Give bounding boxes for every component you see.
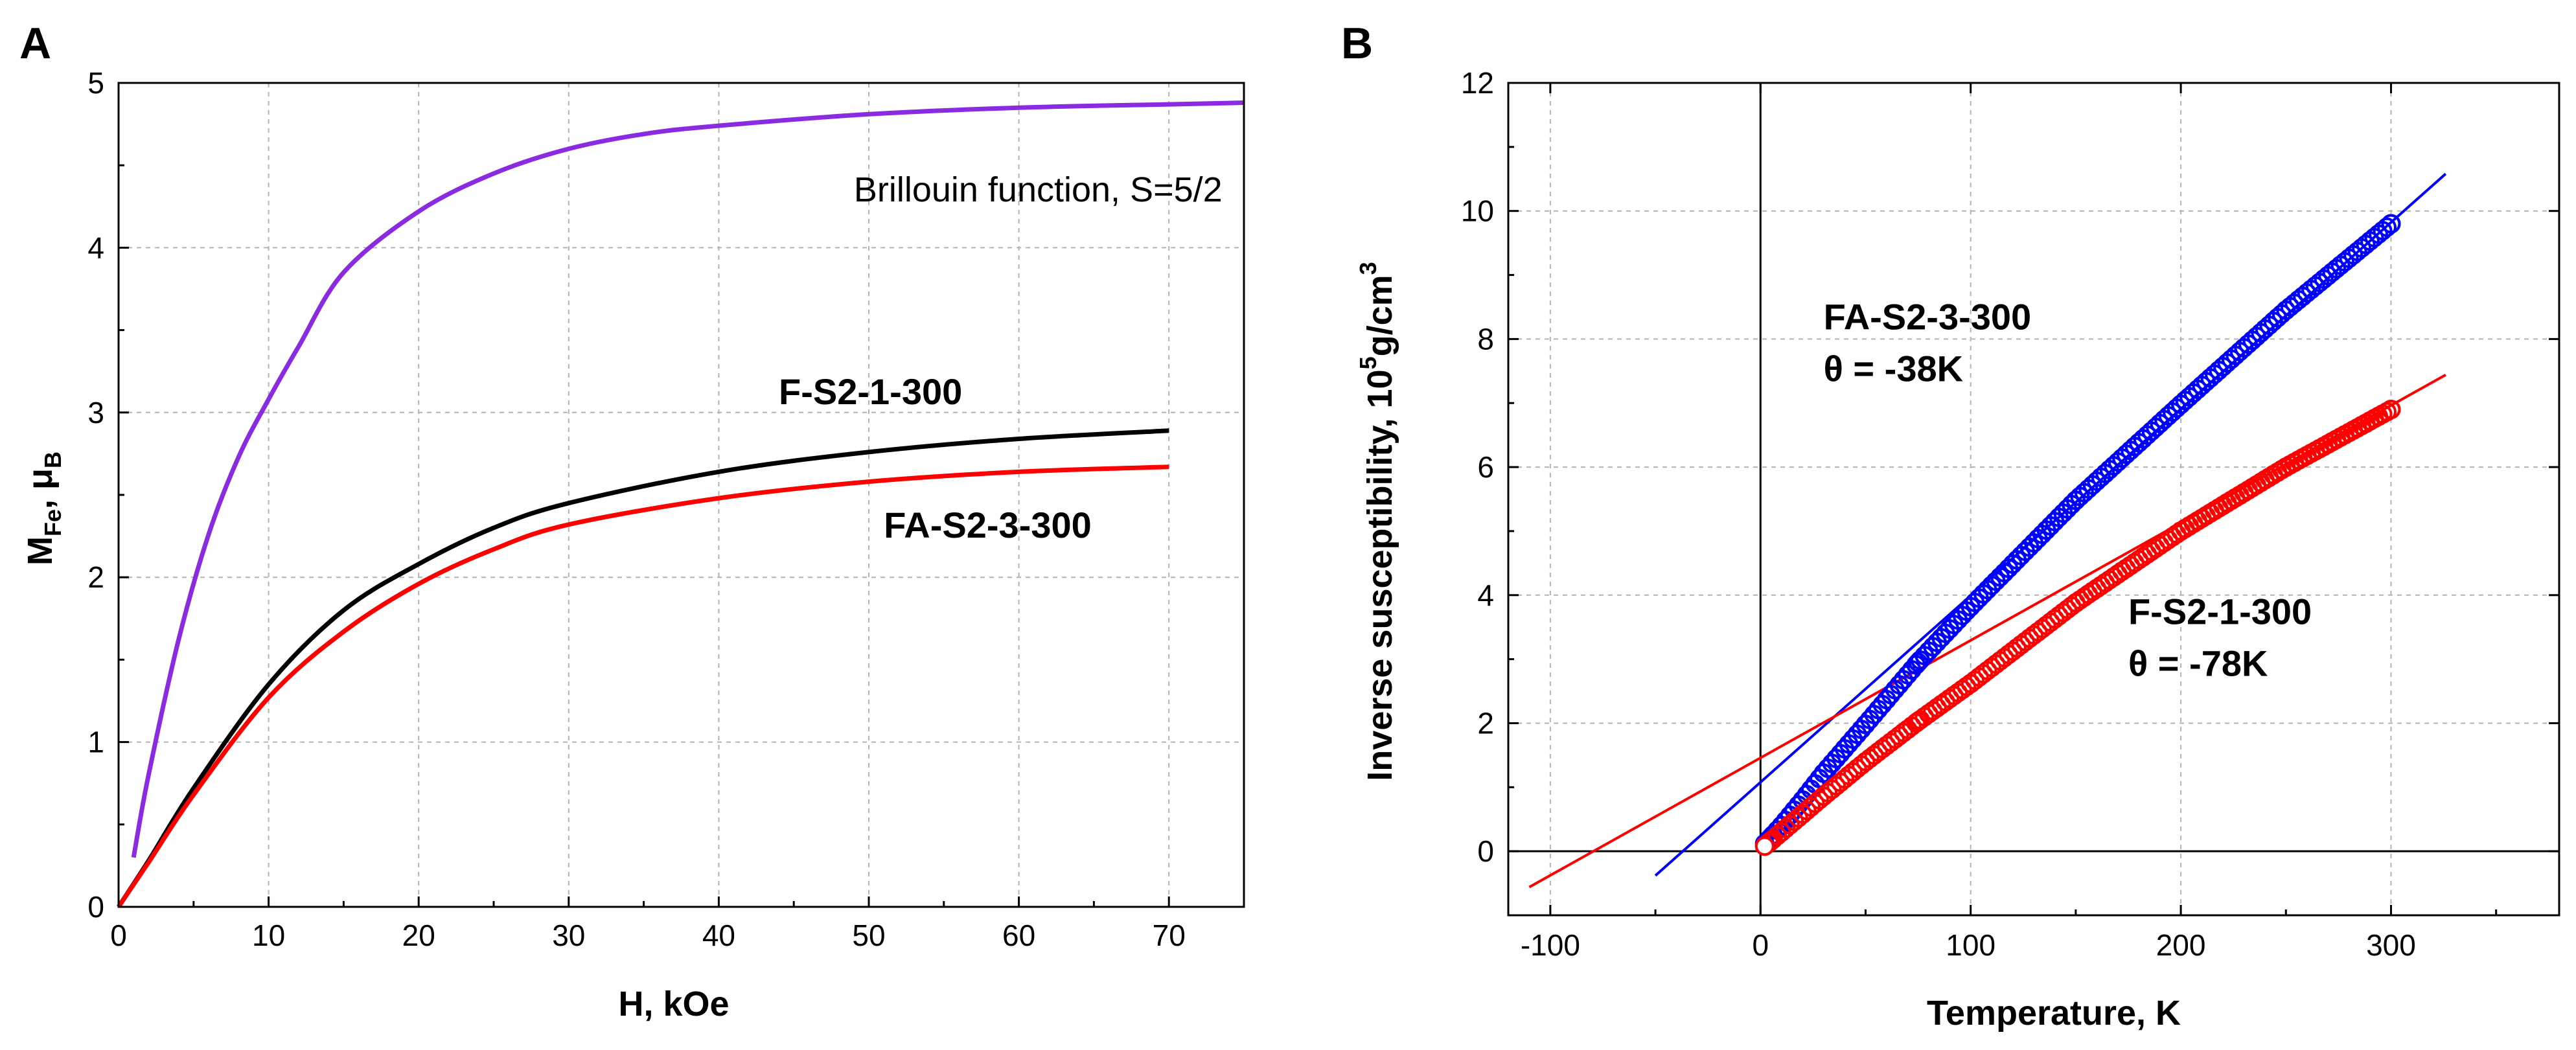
panel-b-x-axis-title: Temperature, K: [1927, 994, 2181, 1033]
x-tick-label: 0: [110, 919, 127, 952]
data-point: [1754, 836, 1775, 856]
data-point: [1856, 751, 1876, 771]
data-point: [2065, 490, 2086, 510]
x-tick-label: 10: [252, 919, 285, 952]
x-tick-label: 30: [552, 919, 585, 952]
panel-b-y-axis-title: Inverse susceptibility, 105g/cm3: [1355, 262, 1399, 781]
scatter-series-0: [1754, 214, 2401, 854]
panel-b-series: [1528, 172, 2447, 889]
y-tick-label: 2: [1477, 706, 1494, 740]
data-point: [2381, 400, 2401, 420]
x-tick-label: 70: [1153, 919, 1186, 952]
panel-a-axes: 0 10 20 30 40 50 60 70 0 1 2 3 4 5: [87, 66, 1245, 952]
annotation-fa-s2-3-300-theta: θ = -38K: [1824, 348, 1963, 389]
panel-a-y-axis-title: MFe, μB: [21, 451, 66, 565]
y-tick-label: 8: [1477, 322, 1494, 356]
x-tick-label: 40: [702, 919, 735, 952]
panel-a-series: [117, 100, 1245, 908]
panel-b-grid: [1508, 83, 2559, 915]
y-tick-label: 4: [1477, 578, 1494, 612]
panel-b-letter: B: [1341, 19, 1373, 68]
data-point: [2377, 217, 2397, 237]
y-tick-label: 1: [87, 725, 104, 759]
annotation-f-s2-1-300: F-S2-1-300: [779, 371, 962, 412]
y-tick-label: 12: [1461, 66, 1494, 100]
panel-a-letter: A: [19, 19, 51, 68]
annotation-f-s2-1-300-label: F-S2-1-300: [2128, 591, 2312, 632]
chart-panel-a: A 0 10 20 30 40 50 60 70 0 1 2 3 4 5 H, kOe MFe, μB B…: [19, 19, 1245, 1023]
data-point: [1813, 786, 1834, 806]
data-point: [1908, 652, 1928, 672]
annotation-fa-s2-3-300-group: FA-S2-3-300 θ = -38K: [1824, 297, 2032, 389]
series-line-2: [117, 464, 1169, 908]
fit-line-3: [1528, 373, 2446, 889]
data-point: [2381, 214, 2401, 234]
y-tick-label: 0: [1477, 834, 1494, 868]
y-tick-label: 4: [87, 231, 104, 264]
data-point: [2171, 521, 2191, 541]
x-tick-label: 0: [1752, 928, 1769, 962]
y-tick-label: 6: [1477, 450, 1494, 484]
x-tick-label: 100: [1946, 928, 1995, 962]
data-point: [1856, 714, 1876, 735]
y-tick-label: 10: [1461, 194, 1494, 228]
data-point: [1961, 597, 1981, 617]
x-tick-label: -100: [1521, 928, 1580, 962]
data-point: [1771, 816, 1791, 836]
data-point: [2065, 593, 2086, 613]
annotation-fa-s2-3-300-label: FA-S2-3-300: [1824, 297, 2032, 337]
series-line-0: [131, 100, 1245, 858]
data-point: [1771, 822, 1791, 842]
y-tick-label: 2: [87, 560, 104, 594]
panel-b-axes: -100 0 100 200 300 0 2 4 6 8 10 12: [1461, 66, 2560, 962]
annotation-fa-s2-3-300: FA-S2-3-300: [884, 505, 1092, 545]
series-line-1: [117, 428, 1169, 908]
annotation-f-s2-1-300-theta: θ = -78K: [2128, 643, 2268, 683]
data-point: [1813, 763, 1834, 783]
y-tick-label: 5: [87, 66, 104, 100]
x-tick-label: 60: [1002, 919, 1035, 952]
y-tick-label: 3: [87, 396, 104, 429]
data-point: [1908, 711, 1928, 731]
data-point: [1961, 674, 1981, 694]
x-tick-label: 20: [402, 919, 435, 952]
data-point: [2276, 457, 2296, 477]
x-tick-label: 50: [852, 919, 885, 952]
panel-b-frame: [1507, 82, 2560, 917]
data-point: [2171, 394, 2191, 415]
data-point: [2276, 300, 2296, 320]
chart-panel-b: B -100 0 100 200 300 0 2 4 6 8 10 12 Temperature, K…: [1341, 19, 2560, 1033]
y-tick-label: 0: [87, 890, 104, 924]
x-tick-label: 300: [2366, 928, 2416, 962]
panel-a-x-axis-title: H, kOe: [618, 985, 729, 1023]
annotation-f-s2-1-300-group: F-S2-1-300 θ = -78K: [2128, 591, 2312, 683]
annotation-brillouin: Brillouin function, S=5/2: [854, 170, 1223, 209]
panel-a-grid: [119, 82, 1244, 907]
scatter-series-1: [1754, 400, 2401, 856]
x-tick-label: 200: [2156, 928, 2206, 962]
data-point: [1793, 804, 1813, 824]
